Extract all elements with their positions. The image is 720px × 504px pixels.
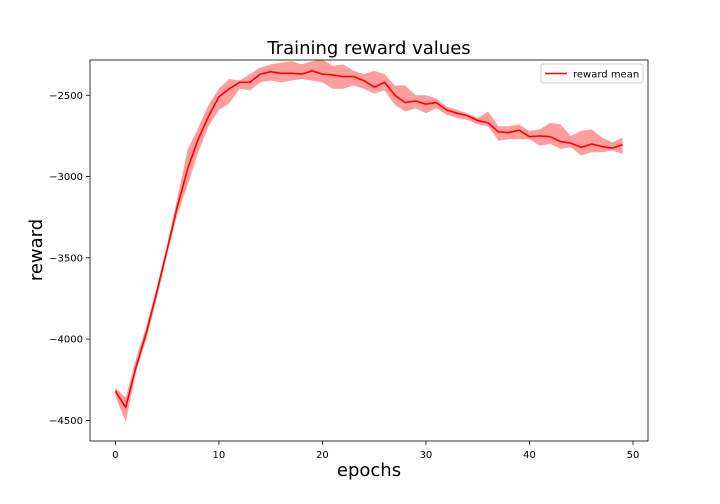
x-tick-label: 10 bbox=[213, 450, 226, 461]
series-line-0 bbox=[114, 70, 623, 409]
x-tick-label: 30 bbox=[420, 450, 433, 461]
y-tick-label: −3500 bbox=[49, 253, 83, 264]
series-band-0 bbox=[115, 59, 623, 422]
legend: reward mean bbox=[540, 63, 644, 84]
x-axis-label: epochs bbox=[337, 460, 401, 481]
y-axis-label: reward bbox=[26, 219, 47, 281]
axes: 0 10 20 30 40 50 −4500 −4000 −3500 −3000 −2500 bbox=[49, 91, 639, 461]
x-tick-label: 0 bbox=[112, 450, 118, 461]
plot-area bbox=[114, 59, 623, 422]
x-tick-label: 40 bbox=[523, 450, 536, 461]
legend-box bbox=[540, 63, 644, 84]
y-tick-label: −3000 bbox=[49, 172, 83, 183]
y-tick-label: −2500 bbox=[49, 91, 83, 102]
legend-label: reward mean bbox=[573, 70, 639, 81]
x-tick-label: 20 bbox=[316, 450, 329, 461]
y-tick-label: −4500 bbox=[49, 416, 83, 427]
chart-title: Training reward values bbox=[266, 38, 470, 59]
y-tick-label: −4000 bbox=[49, 335, 83, 346]
x-tick-label: 50 bbox=[627, 450, 640, 461]
plot-frame bbox=[89, 59, 649, 442]
